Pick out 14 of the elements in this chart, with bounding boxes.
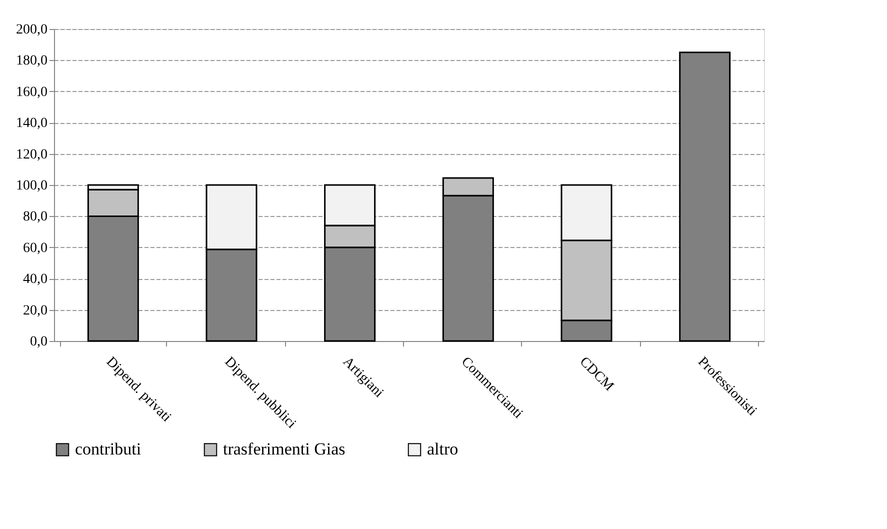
y-tick-label: 100,0 bbox=[16, 178, 48, 194]
y-tick-label: 0,0 bbox=[30, 334, 48, 350]
y-tick-label: 80,0 bbox=[23, 210, 48, 225]
legend-label: altro bbox=[427, 440, 458, 459]
y-tick-label: 200,0 bbox=[16, 22, 48, 38]
y-tick-label: 160,0 bbox=[16, 84, 48, 100]
y-tick-label: 140,0 bbox=[16, 116, 48, 132]
y-tick-label: 60,0 bbox=[23, 240, 48, 256]
y-tick-label: 120,0 bbox=[16, 147, 48, 162]
y-tick-label: 20,0 bbox=[23, 303, 48, 318]
y-tick-label: 180,0 bbox=[16, 54, 48, 69]
legend-label: contributi bbox=[75, 440, 142, 459]
y-tick-label: 40,0 bbox=[23, 272, 48, 288]
legend-label: trasferimenti Gias bbox=[223, 440, 346, 459]
